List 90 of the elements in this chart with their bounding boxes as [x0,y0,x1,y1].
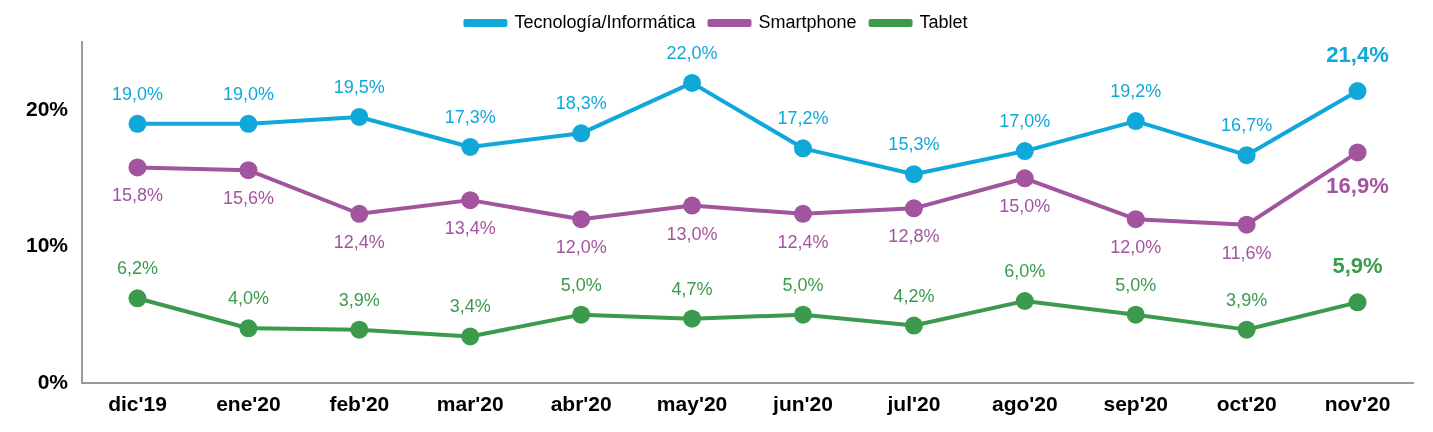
y-tick-label: 20% [26,96,69,120]
point [572,124,591,143]
point [683,196,702,215]
data-label: 5,0% [1115,274,1157,295]
point [239,319,258,338]
x-tick-label: ene'20 [216,392,281,416]
data-label: 19,5% [333,76,385,97]
y-tick-label: 0% [37,369,69,393]
legend-label: Tecnología/Informática [514,11,697,32]
data-label: 12,8% [888,226,940,247]
point [239,161,258,180]
point [904,316,923,335]
x-tick-label: jul'20 [886,392,941,416]
data-label: 17,0% [999,111,1051,132]
x-tick-label: nov'20 [1324,392,1391,416]
point [350,320,369,339]
point [350,107,369,126]
point [1126,210,1145,229]
data-label: 12,0% [555,237,607,258]
point [1348,293,1367,312]
data-label: 13,4% [444,218,496,239]
legend-label: Smartphone [758,11,857,32]
data-label: 15,0% [999,196,1051,217]
point [461,137,480,156]
data-label: 6,0% [1004,260,1046,281]
point [1348,143,1367,162]
data-label: 4,7% [671,278,713,299]
data-label: 5,0% [560,274,602,295]
data-label: 5,9% [1332,253,1383,279]
point [683,73,702,92]
point [1237,146,1256,165]
data-label: 21,4% [1326,42,1389,68]
x-tick-label: may'20 [656,392,728,416]
data-label: 4,0% [227,288,269,309]
data-label: 3,9% [338,289,380,310]
x-tick-label: ago'20 [991,392,1058,416]
data-label: 15,8% [111,185,164,206]
data-label: 17,3% [444,106,496,127]
point [904,165,923,184]
point [1015,142,1034,161]
point [904,199,923,218]
point [1237,320,1256,339]
x-tick-label: sep'20 [1103,392,1168,416]
x-tick-label: oct'20 [1216,392,1277,416]
x-tick-label: feb'20 [329,392,390,416]
point [793,305,812,324]
data-label: 6,2% [116,258,158,279]
x-tick-label: mar'20 [436,392,504,416]
point [128,114,147,133]
data-label: 3,9% [1226,289,1268,310]
point [1348,82,1367,101]
data-label: 12,0% [1110,237,1162,258]
point [572,305,591,324]
data-label: 22,0% [666,42,718,63]
point [1126,305,1145,324]
point [350,204,369,223]
data-label: 5,0% [782,274,824,295]
x-tick-label: abr'20 [550,392,612,416]
point [1015,292,1034,311]
x-tick-label: jun'20 [772,392,833,416]
data-label: 12,4% [333,231,385,252]
data-label: 4,2% [893,285,935,306]
data-label: 15,6% [222,188,274,209]
data-label: 19,0% [222,83,274,104]
point [793,139,812,158]
point [128,289,147,308]
point [1126,112,1145,131]
point [793,204,812,223]
point [572,210,591,229]
data-label: 18,3% [555,93,607,114]
data-label: 19,2% [1110,81,1162,102]
data-label: 11,6% [1221,242,1272,263]
data-label: 17,2% [777,108,829,129]
legend-label: Tablet [919,11,968,32]
point [461,191,480,210]
point [683,309,702,328]
point [461,327,480,346]
point [1015,169,1034,188]
point [128,158,147,177]
point [239,114,258,133]
data-label: 13,0% [666,223,718,244]
data-label: 15,3% [888,134,940,155]
x-tick-label: dic'19 [108,392,167,416]
data-label: 16,7% [1221,115,1273,136]
point [1237,215,1256,234]
data-label: 19,0% [111,83,164,104]
y-tick-label: 10% [26,233,69,257]
data-label: 12,4% [777,231,829,252]
data-label: 16,9% [1326,173,1389,199]
data-label: 3,4% [449,296,491,317]
